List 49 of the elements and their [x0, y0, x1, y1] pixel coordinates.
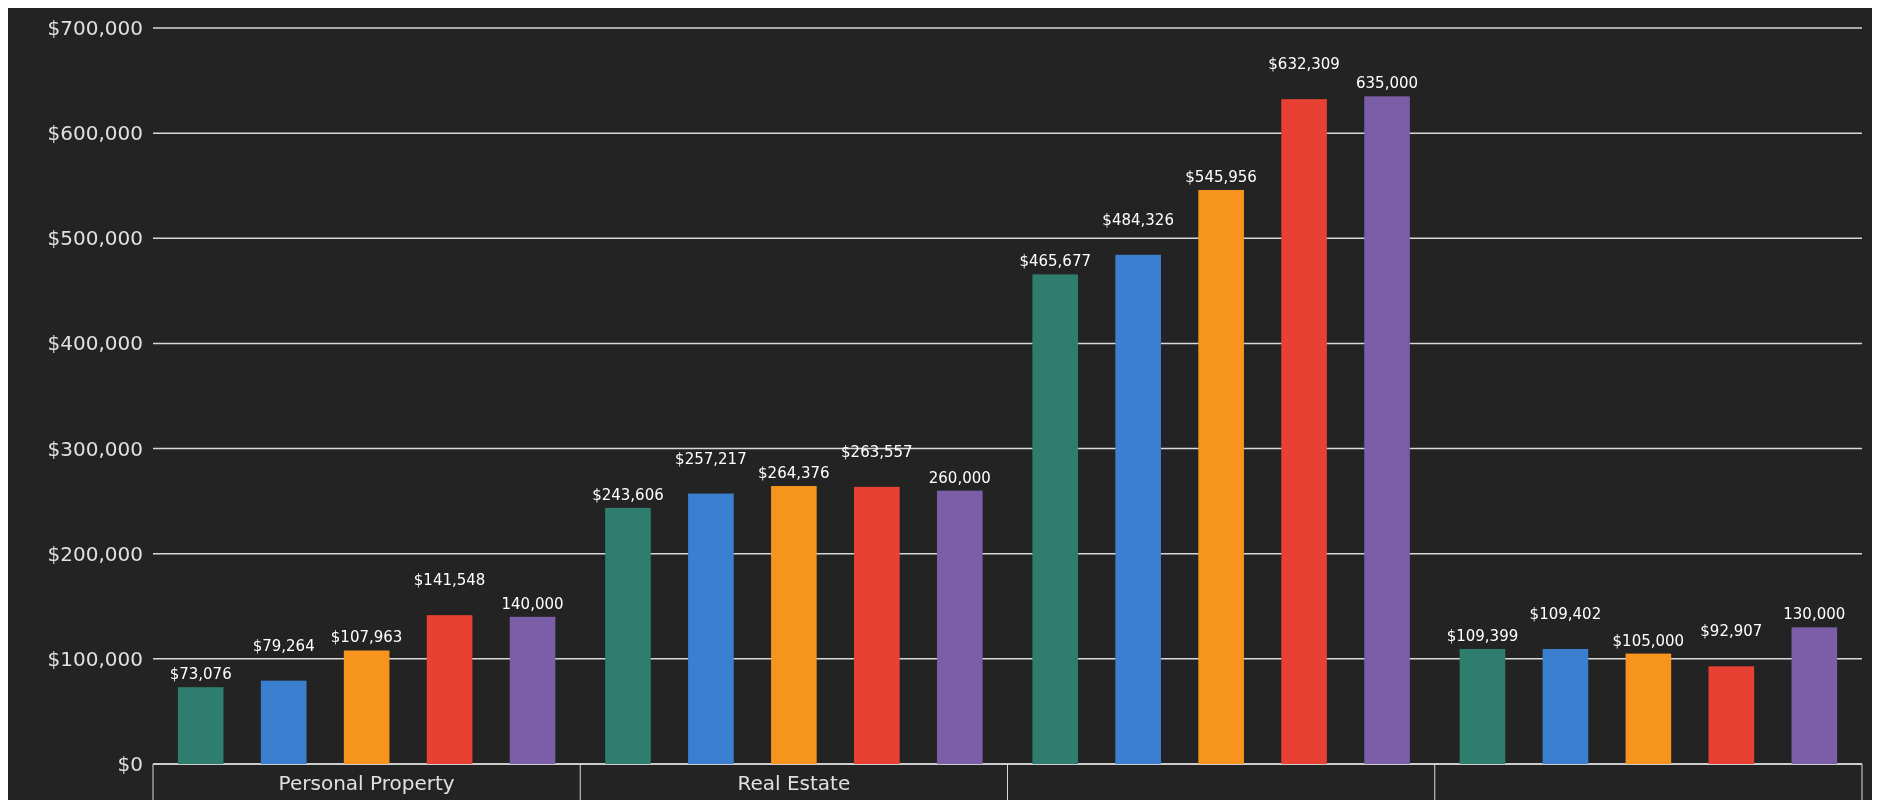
bar [1542, 648, 1589, 764]
data-label: 260,000 [928, 468, 991, 487]
y-tick-label: $500,000 [47, 226, 143, 251]
bar [936, 490, 983, 764]
data-label: $243,606 [592, 485, 664, 504]
y-tick-label: $300,000 [47, 436, 143, 461]
data-label: $107,963 [330, 628, 403, 647]
data-label: $79,264 [252, 636, 315, 655]
bar [343, 650, 390, 764]
y-tick-label: $400,000 [47, 331, 143, 356]
data-label: $484,326 [1102, 210, 1174, 229]
bar [854, 486, 900, 764]
data-label: $465,677 [1019, 252, 1091, 271]
bar [1032, 274, 1079, 764]
bar [177, 687, 224, 764]
bar [771, 486, 817, 764]
bar [1281, 99, 1327, 764]
data-label: 140,000 [501, 594, 564, 613]
data-label: $92,907 [1700, 622, 1763, 641]
bar [426, 615, 473, 764]
data-label: $257,217 [675, 449, 747, 468]
bar [688, 493, 734, 764]
bar [509, 616, 556, 764]
bar [1625, 653, 1672, 764]
y-tick-label: $0 [117, 752, 143, 776]
x-tick-label: Real Estate [737, 771, 851, 795]
data-label: $109,402 [1529, 604, 1602, 623]
data-label: $264,376 [758, 464, 830, 483]
data-label: $105,000 [1612, 631, 1685, 650]
bar [1708, 666, 1755, 764]
bar [1364, 96, 1410, 764]
data-label: $141,548 [413, 571, 486, 590]
y-tick-label: $100,000 [47, 646, 143, 671]
bar [1115, 254, 1161, 764]
y-tick-label: $700,000 [47, 16, 143, 40]
y-tick-label: $600,000 [47, 121, 143, 146]
data-label: $545,956 [1185, 167, 1257, 186]
bar [605, 507, 651, 764]
data-label: $109,399 [1446, 626, 1519, 645]
data-label: $632,309 [1268, 55, 1340, 74]
bar [1198, 189, 1244, 764]
x-tick-label: Personal Property [278, 771, 455, 795]
y-tick-label: $200,000 [47, 541, 143, 566]
bar [1459, 648, 1506, 764]
bar [260, 680, 307, 764]
data-label: 130,000 [1783, 605, 1846, 624]
data-label: $73,076 [169, 665, 232, 684]
bar [1791, 627, 1838, 764]
data-label: 635,000 [1356, 74, 1419, 93]
